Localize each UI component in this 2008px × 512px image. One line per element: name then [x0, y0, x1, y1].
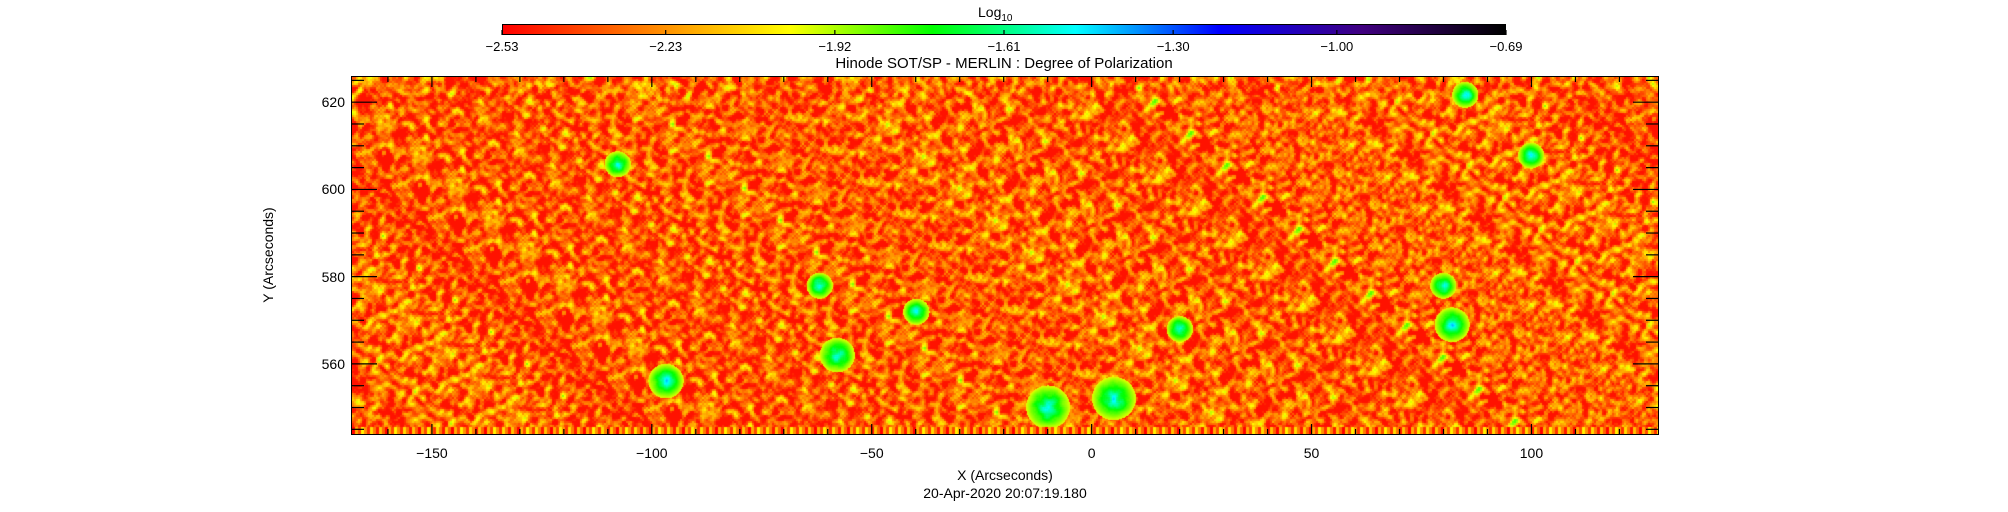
y-tick-label: 600 — [321, 181, 345, 198]
colorbar-tick-label: −1.92 — [818, 39, 852, 54]
colorbar-tick-label: −0.69 — [1489, 39, 1523, 54]
x-axis-label: X (Arcseconds) — [957, 467, 1053, 483]
x-tick-label: 100 — [1519, 445, 1544, 461]
y-tick-label: 620 — [321, 94, 345, 111]
colorbar-tick-label: −2.53 — [485, 39, 519, 54]
colorbar-tick-label: −1.30 — [1156, 39, 1190, 54]
colorbar-tick-label: −2.23 — [649, 39, 683, 54]
y-tick-label: 560 — [321, 355, 345, 372]
x-tick-label: 50 — [1303, 445, 1320, 461]
x-tick-label: −50 — [859, 445, 884, 461]
chart-title: Hinode SOT/SP - MERLIN : Degree of Polar… — [835, 55, 1173, 72]
date-footer: 20-Apr-2020 20:07:19.180 — [923, 485, 1087, 501]
x-tick-label: −100 — [636, 445, 668, 461]
polarization-heatmap-image — [352, 77, 1658, 434]
colorbar-label-sub: 10 — [1001, 12, 1013, 24]
colorbar-label: Log10 — [978, 4, 1012, 24]
colorbar-tick-label: −1.00 — [1320, 39, 1354, 54]
x-tick-label: −150 — [416, 445, 448, 461]
colorbar-tick-label: −1.61 — [987, 39, 1021, 54]
y-tick-label: 580 — [321, 268, 345, 285]
x-tick-label: 0 — [1087, 445, 1096, 461]
y-axis-label: Y (Arcseconds) — [260, 207, 276, 303]
colorbar-label-base: Log — [978, 4, 1002, 20]
heatmap-plot-area — [351, 76, 1659, 435]
